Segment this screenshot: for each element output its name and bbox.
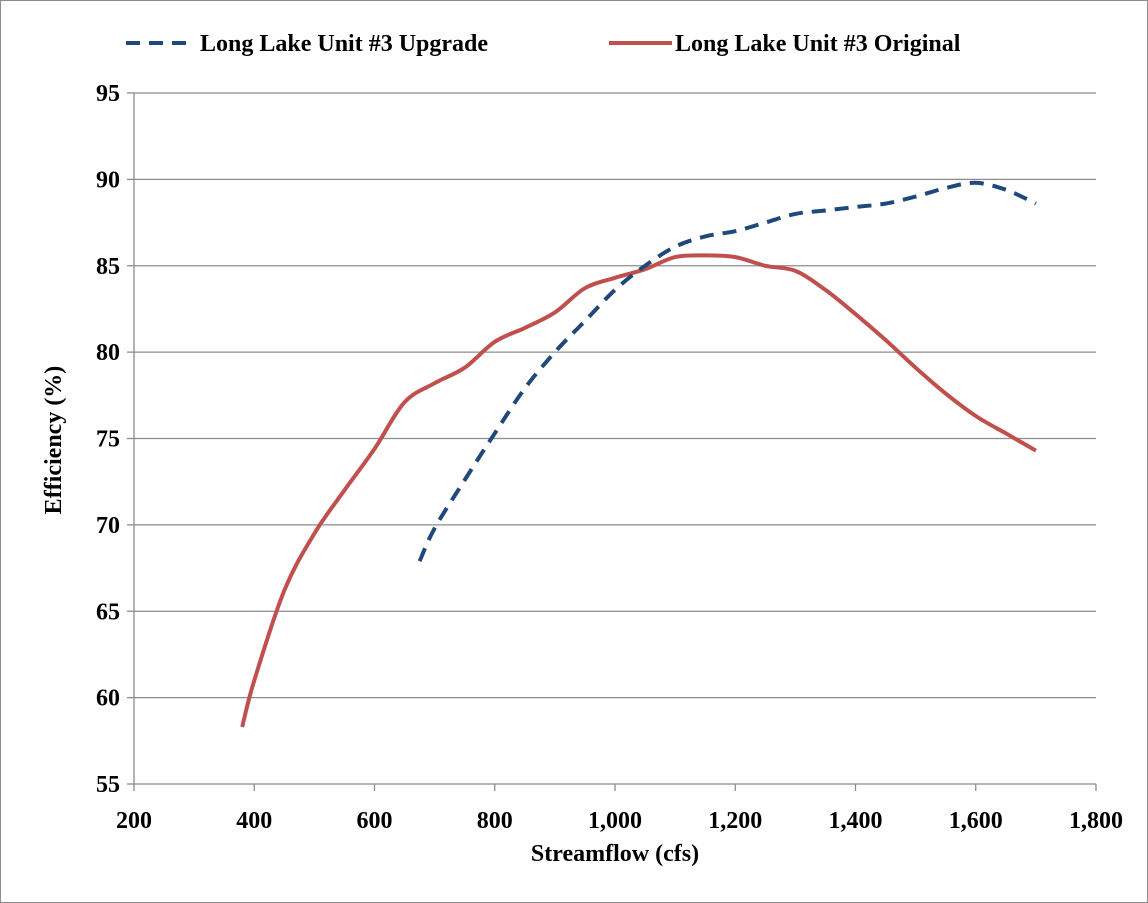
y-tick-label-95: 95: [96, 81, 120, 107]
series-line-upgrade: [417, 180, 1037, 563]
x-tick-labels: 200 400 600 800 1,000 1,200 1,400 1,600 1,800: [116, 808, 1123, 834]
y-tick-label-65: 65: [96, 599, 120, 625]
x-tick-label-1800: 1,800: [1069, 808, 1123, 834]
y-tick-label-85: 85: [96, 254, 120, 280]
legend: Long Lake Unit #3 Upgrade Long Lake Unit…: [126, 31, 961, 57]
y-tick-labels: 55 60 65 70 75 80 85 90 95: [96, 81, 120, 798]
series-lines: [240, 180, 1037, 728]
x-tick-label-1200: 1,200: [708, 808, 762, 834]
gridlines: [134, 92, 1096, 699]
y-tick-label-55: 55: [96, 772, 120, 798]
x-tick-label-600: 600: [357, 808, 393, 834]
y-tick-label-70: 70: [96, 513, 120, 539]
x-tick-label-1400: 1,400: [829, 808, 883, 834]
x-tick-label-1600: 1,600: [949, 808, 1003, 834]
x-tick-label-1000: 1,000: [588, 808, 642, 834]
x-tick-label-400: 400: [236, 808, 272, 834]
y-tick-label-80: 80: [96, 340, 120, 366]
legend-label-upgrade: Long Lake Unit #3 Upgrade: [200, 31, 488, 57]
x-tick-label-200: 200: [116, 808, 152, 834]
x-axis-title: Streamflow (cfs): [531, 841, 699, 867]
axes: [127, 92, 1097, 791]
y-tick-label-60: 60: [96, 686, 120, 712]
x-tick-label-800: 800: [477, 808, 513, 834]
series-line-original: [240, 253, 1037, 728]
y-axis-title: Efficiency (%): [41, 366, 67, 515]
y-tick-label-75: 75: [96, 427, 120, 453]
y-tick-label-90: 90: [96, 167, 120, 193]
legend-label-original: Long Lake Unit #3 Original: [675, 31, 961, 57]
